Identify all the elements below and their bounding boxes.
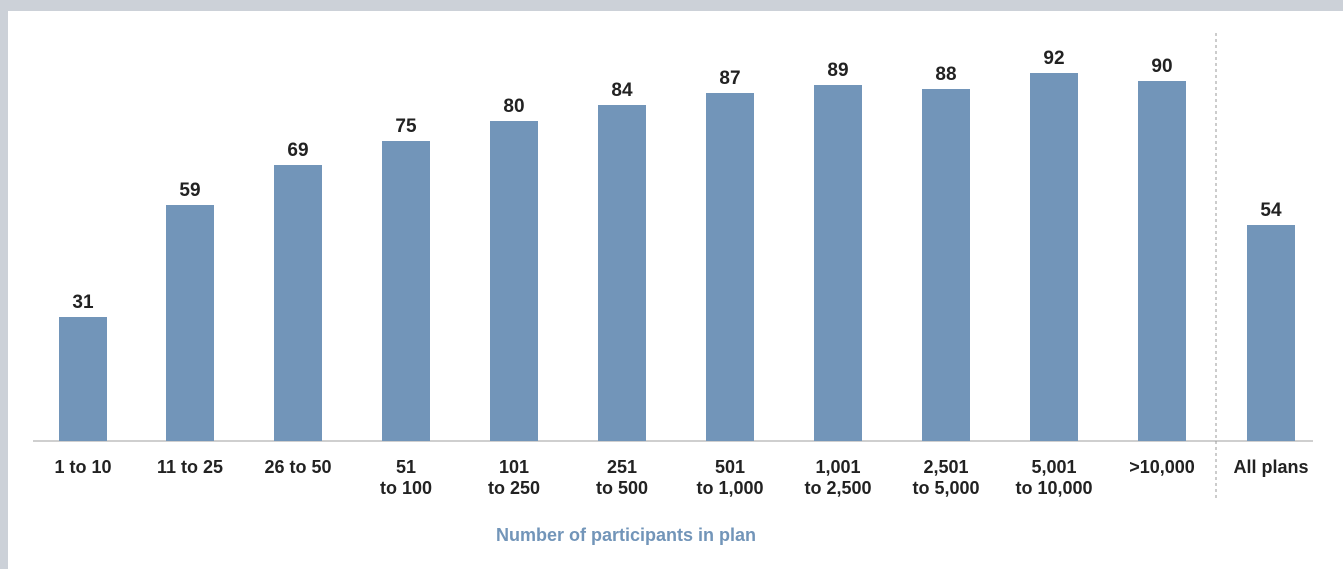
bar <box>1247 225 1295 441</box>
x-tick-label: All plans <box>1233 457 1308 477</box>
bar <box>274 165 322 441</box>
bar <box>1030 73 1078 441</box>
bar-value-label: 31 <box>72 292 94 313</box>
bar-chart: 31 59 69 75 80 84 87 89 88 92 90 54 1 to 10 11 to 25… <box>33 33 1313 545</box>
bar-value-label: 80 <box>503 96 524 117</box>
chart-panel: 31 59 69 75 80 84 87 89 88 92 90 54 1 to 10 11 to 25… <box>8 11 1343 569</box>
bar-value-label: 54 <box>1260 200 1282 221</box>
bar-value-label: 89 <box>827 60 848 81</box>
x-tick-label: 2,501 <box>923 457 968 477</box>
bar <box>1138 81 1186 441</box>
x-tick-label: to 1,000 <box>696 478 763 498</box>
bar <box>382 141 430 441</box>
bar-value-label: 69 <box>287 140 308 161</box>
x-tick-label: to 100 <box>380 478 432 498</box>
x-tick-label: 1,001 <box>815 457 860 477</box>
bar-value-label: 59 <box>179 180 200 201</box>
x-tick-label: 501 <box>715 457 745 477</box>
bar <box>814 85 862 441</box>
x-tick-label: 1 to 10 <box>54 457 111 477</box>
x-tick-label: to 10,000 <box>1015 478 1092 498</box>
bar <box>706 93 754 441</box>
bar-value-label: 84 <box>611 80 633 101</box>
x-axis-title: Number of participants in plan <box>496 525 756 545</box>
x-tick-label: to 250 <box>488 478 540 498</box>
bar <box>166 205 214 441</box>
x-tick-label: to 5,000 <box>912 478 979 498</box>
x-tick-label: to 2,500 <box>804 478 871 498</box>
bar-value-label: 92 <box>1043 48 1064 69</box>
bar <box>922 89 970 441</box>
bar-value-label: 90 <box>1151 56 1172 77</box>
bar <box>598 105 646 441</box>
x-tick-label: 11 to 25 <box>157 457 223 477</box>
x-tick-label: 5,001 <box>1031 457 1076 477</box>
bar-value-label: 87 <box>719 68 740 89</box>
x-tick-label: 26 to 50 <box>264 457 331 477</box>
x-tick-label: >10,000 <box>1129 457 1195 477</box>
bar-value-label: 88 <box>935 64 956 85</box>
bar <box>490 121 538 441</box>
x-tick-label: to 500 <box>596 478 648 498</box>
bar <box>59 317 107 441</box>
bars-group <box>59 73 1295 441</box>
x-tick-label: 51 <box>396 457 416 477</box>
x-tick-label: 251 <box>607 457 637 477</box>
x-tick-label: 101 <box>499 457 529 477</box>
value-labels-group: 31 59 69 75 80 84 87 89 88 92 90 54 <box>72 48 1282 313</box>
bar-value-label: 75 <box>395 116 417 137</box>
